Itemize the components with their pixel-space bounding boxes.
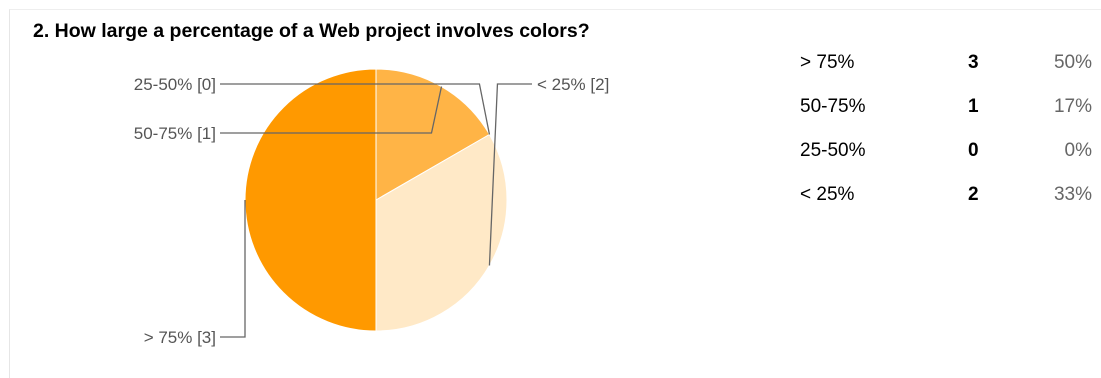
summary-label: 25-50% <box>800 140 866 161</box>
summary-count: 0 <box>968 140 979 161</box>
summary-percent: 17% <box>1053 96 1092 117</box>
summary-row: 25-50% 0 0% <box>800 135 1100 179</box>
summary-label: < 25% <box>800 184 855 205</box>
pie-chart: > 75% [3] 50-75% [1] 25-50% [0] < 25% [2] <box>134 68 609 347</box>
slice-label: 50-75% [1] <box>134 124 216 143</box>
summary-label: > 75% <box>800 52 855 73</box>
summary-percent: 0% <box>1064 140 1092 161</box>
slice-label: 25-50% [0] <box>134 75 216 94</box>
summary-count: 2 <box>968 184 979 205</box>
chart-panel <box>9 9 1101 378</box>
summary-percent: 33% <box>1053 184 1092 205</box>
summary-row: < 25% 2 33% <box>800 179 1100 223</box>
summary-row: > 75% 3 50% <box>800 47 1100 91</box>
leader-line <box>220 83 491 135</box>
slice-label: > 75% [3] <box>144 328 216 347</box>
summary-count: 1 <box>968 96 979 117</box>
summary-table: > 75% 3 50% 50-75% 1 17% 25-50% 0 0% < 2… <box>800 47 1100 223</box>
summary-count: 3 <box>968 52 979 73</box>
summary-percent: 50% <box>1053 52 1092 73</box>
summary-label: 50-75% <box>800 96 866 117</box>
leader-line <box>220 86 443 134</box>
leader-line <box>220 200 246 338</box>
question-title: 2. How large a percentage of a Web proje… <box>33 20 590 42</box>
pie-slice <box>244 68 377 332</box>
slice-label: < 25% [2] <box>537 75 609 94</box>
leader-line <box>488 83 532 266</box>
summary-row: 50-75% 1 17% <box>800 91 1100 135</box>
